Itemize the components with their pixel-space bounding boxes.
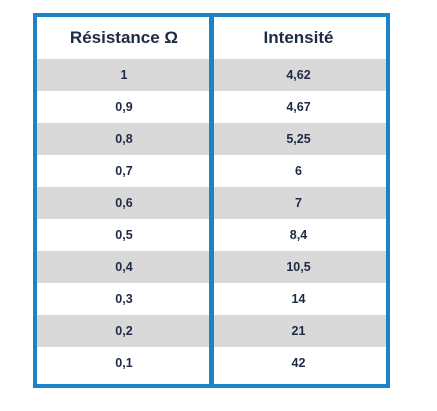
table-row: 0,4 10,5 — [37, 251, 386, 283]
intensite-cell: 10,5 — [211, 251, 386, 283]
intensite-cell: 5,25 — [211, 123, 386, 155]
resistance-cell: 0,9 — [115, 100, 133, 114]
table-row: 0,6 7 — [37, 187, 386, 219]
table-row: 0,9 4,67 — [37, 91, 386, 123]
intensite-cell: 8,4 — [289, 228, 308, 242]
table-row: 0,3 14 — [37, 283, 386, 315]
intensite-cell: 4,62 — [211, 59, 386, 91]
resistance-cell: 0,4 — [37, 251, 211, 283]
intensite-cell: 14 — [291, 292, 306, 306]
resistance-cell: 0,7 — [115, 164, 133, 178]
header-resistance: Résistance Ω — [69, 28, 179, 47]
column-divider — [209, 17, 214, 384]
resistance-cell: 0,3 — [115, 292, 133, 306]
table-row: 0,7 6 — [37, 155, 386, 187]
table-row: 0,8 5,25 — [37, 123, 386, 155]
intensite-cell: 21 — [211, 315, 386, 347]
header-row: Résistance Ω Intensité — [37, 17, 386, 59]
table-row: 1 4,62 — [37, 59, 386, 91]
table-row: 0,5 8,4 — [37, 219, 386, 251]
resistance-cell: 0,6 — [37, 187, 211, 219]
resistance-cell: 0,8 — [37, 123, 211, 155]
intensite-cell: 6 — [295, 164, 302, 178]
intensite-cell: 7 — [211, 187, 386, 219]
header-intensite: Intensité — [263, 28, 334, 47]
resistance-intensity-table: Résistance Ω Intensité 1 4,62 0,9 4,67 0… — [37, 17, 386, 379]
resistance-cell: 0,5 — [115, 228, 133, 242]
table-row: 0,2 21 — [37, 315, 386, 347]
intensite-cell: 42 — [291, 356, 306, 370]
table-row: 0,1 42 — [37, 347, 386, 379]
intensite-cell: 4,67 — [286, 100, 311, 114]
resistance-cell: 0,2 — [37, 315, 211, 347]
data-table-frame: Résistance Ω Intensité 1 4,62 0,9 4,67 0… — [33, 13, 390, 388]
resistance-cell: 0,1 — [115, 356, 133, 370]
resistance-cell: 1 — [37, 59, 211, 91]
